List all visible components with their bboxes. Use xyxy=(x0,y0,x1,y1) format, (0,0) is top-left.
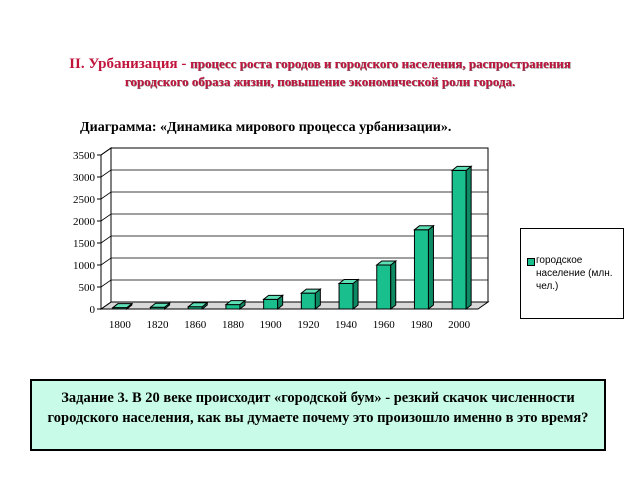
gridline xyxy=(100,191,488,200)
legend-swatch xyxy=(527,258,535,266)
x-tick-label: 1880 xyxy=(222,319,245,331)
bar-1960 xyxy=(375,259,398,311)
heading-definition: процесс роста городов и городского насел… xyxy=(124,56,571,89)
bar-1860 xyxy=(186,301,209,311)
gridline xyxy=(100,169,488,178)
bar-top xyxy=(149,302,171,308)
gridline xyxy=(100,235,488,244)
bar-top xyxy=(299,288,322,294)
bar-front xyxy=(263,298,279,310)
bar-top xyxy=(262,294,285,300)
bar-side xyxy=(352,278,359,311)
bar-top xyxy=(337,278,360,284)
legend-series-label: городское население (млн. чел.) xyxy=(536,255,613,292)
bar-top xyxy=(375,260,398,266)
y-tick-label: 1000 xyxy=(73,260,96,272)
x-tick-label: 2000 xyxy=(448,319,471,331)
bar-2000 xyxy=(450,165,473,311)
slide-heading: II. Урбанизация - процесс роста городов … xyxy=(40,55,600,91)
bar-front xyxy=(338,282,354,310)
x-tick-label: 1900 xyxy=(260,319,283,331)
y-tick-label: 1500 xyxy=(73,238,96,250)
chart-legend: городское население (млн. чел.) xyxy=(520,228,624,319)
x-tick-label: 1820 xyxy=(147,319,170,331)
bar-top xyxy=(186,302,209,308)
y-tick-label: 2500 xyxy=(73,194,96,206)
x-tick-label: 1960 xyxy=(373,319,396,331)
bar-side xyxy=(465,165,472,311)
bar-top xyxy=(450,165,473,171)
gridline xyxy=(100,147,488,156)
bar-front xyxy=(376,264,392,310)
diagram-title: Диаграмма: «Динамика мирового процесса у… xyxy=(80,120,452,135)
bar-top xyxy=(224,300,247,306)
x-tick-label: 1860 xyxy=(184,319,207,331)
bar-1820 xyxy=(149,302,171,311)
y-tick-label: 2000 xyxy=(73,216,96,228)
gridline xyxy=(100,279,488,288)
bar-top xyxy=(111,303,134,309)
bar-front xyxy=(300,292,316,310)
bar-1800 xyxy=(111,302,134,311)
bar-side xyxy=(390,259,397,311)
bar-1980 xyxy=(413,224,435,311)
y-tick-label: 0 xyxy=(90,304,96,316)
bar-1940 xyxy=(337,278,360,311)
bar-front xyxy=(413,229,429,310)
heading-lead: II. Урбанизация - xyxy=(69,56,191,72)
gridline xyxy=(100,257,488,266)
x-tick-label: 1940 xyxy=(335,319,358,331)
bar-1880 xyxy=(224,299,247,311)
x-tick-label: 1920 xyxy=(297,319,320,331)
y-tick-label: 3000 xyxy=(73,172,96,184)
bar-front xyxy=(451,169,467,310)
gridline xyxy=(100,213,488,222)
bar-1920 xyxy=(299,288,322,311)
x-tick-label: 1800 xyxy=(109,319,132,331)
plot-side-wall xyxy=(100,147,112,310)
bar-side xyxy=(427,224,434,311)
task-box: Задание 3. В 20 веке происходит «городск… xyxy=(30,379,606,451)
y-tick-label: 500 xyxy=(79,282,96,294)
x-tick-label: 1980 xyxy=(410,319,433,331)
bar-top xyxy=(413,225,435,231)
bar-1900 xyxy=(262,294,285,311)
bar-front xyxy=(225,304,241,310)
y-tick-label: 3500 xyxy=(73,150,96,162)
